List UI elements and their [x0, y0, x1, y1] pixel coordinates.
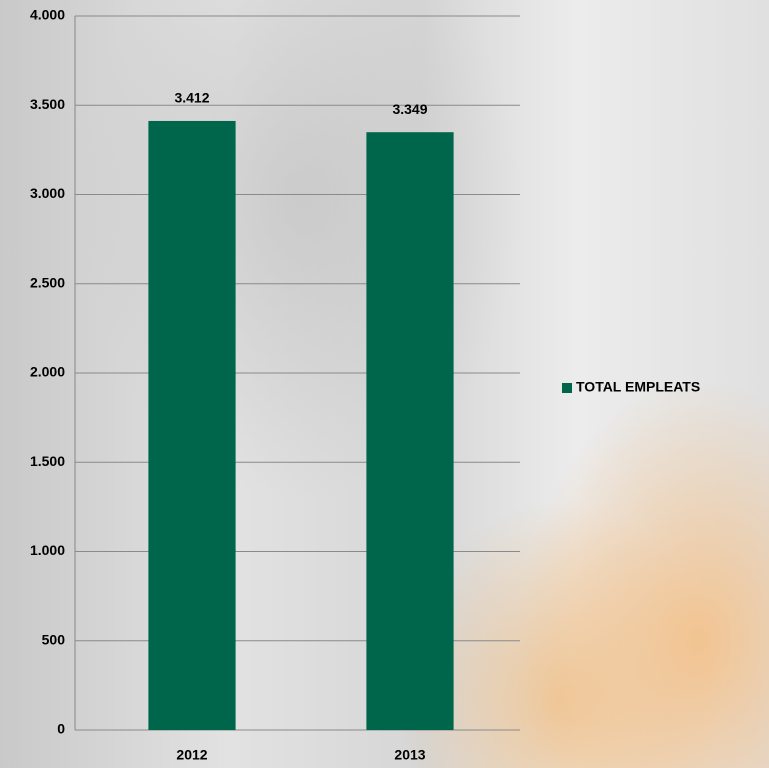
- y-tick-label: 2.500: [30, 274, 65, 290]
- y-tick-label: 1.500: [30, 453, 65, 469]
- x-tick-label: 2012: [176, 747, 207, 763]
- value-label: 3.412: [174, 90, 209, 106]
- bar: [366, 132, 454, 731]
- x-tick-label: 2013: [394, 747, 425, 763]
- y-tick-label: 500: [42, 631, 66, 647]
- y-tick-label: 2.000: [30, 364, 65, 380]
- legend-label: TOTAL EMPLEATS: [576, 379, 700, 395]
- legend-marker: [562, 383, 572, 393]
- y-tick-label: 3.000: [30, 185, 65, 201]
- y-tick-label: 1.000: [30, 542, 65, 558]
- bar: [148, 120, 236, 730]
- y-tick-label: 3.500: [30, 96, 65, 112]
- y-tick-label: 0: [57, 721, 65, 737]
- y-tick-label: 4.000: [30, 7, 65, 23]
- value-label: 3.349: [392, 101, 427, 117]
